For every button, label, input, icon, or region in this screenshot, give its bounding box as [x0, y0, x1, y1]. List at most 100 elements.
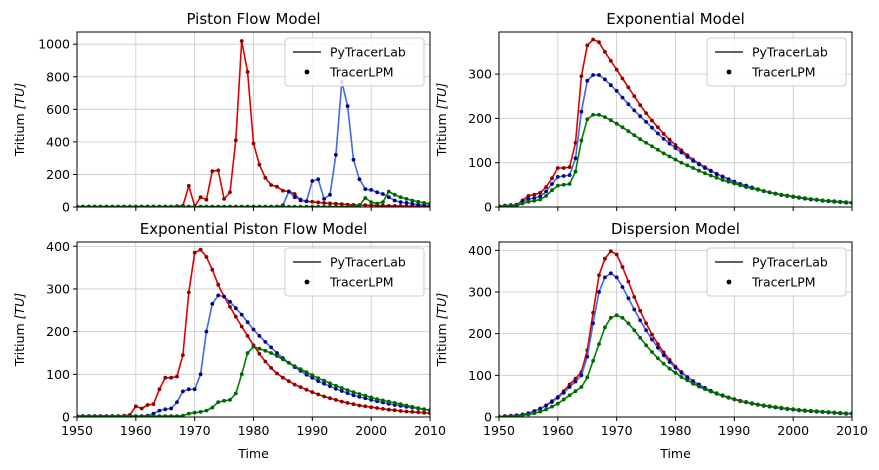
data-point-green [386, 399, 391, 404]
data-point-blue [245, 320, 250, 325]
x-tick-label: 1950 [61, 423, 93, 438]
data-point-blue [644, 328, 648, 333]
data-point-red [222, 197, 227, 201]
data-point-green [257, 204, 262, 207]
data-point-green [838, 199, 843, 204]
data-point-red [422, 410, 426, 415]
y-tick-label: 200 [468, 111, 492, 126]
data-point-green [310, 373, 315, 378]
data-point-blue [181, 389, 185, 394]
data-point-green [714, 391, 719, 396]
data-point-blue [532, 196, 537, 201]
data-point-green [334, 204, 338, 207]
data-point-red [632, 94, 637, 99]
data-point-blue [316, 379, 321, 383]
data-point-red [579, 74, 584, 79]
data-point-green [369, 395, 374, 400]
data-point-green [122, 204, 126, 207]
data-point-green [520, 201, 525, 206]
data-point-blue [334, 153, 338, 157]
data-point-red [357, 403, 362, 408]
y-tick-label: 0 [62, 410, 70, 425]
chart-title: Exponential Piston Flow Model [140, 220, 368, 238]
chart-panel-1: 0 200 400 600 800 1000 Piston Flow Model Tritiu… [12, 10, 431, 215]
chart-title: Dispersion Model [611, 220, 740, 238]
data-point-green [608, 118, 613, 123]
data-point-green [708, 173, 713, 178]
data-point-red [328, 201, 332, 206]
data-point-green [104, 414, 109, 417]
data-point-red [392, 408, 397, 413]
data-point-red [656, 342, 660, 346]
data-point-red [620, 76, 625, 81]
data-point-green [720, 393, 725, 398]
data-point-green [381, 200, 385, 205]
data-point-green [779, 192, 784, 197]
data-point-green [210, 204, 215, 207]
legend-box [284, 247, 425, 297]
data-point-green [81, 204, 85, 207]
data-point-blue [691, 159, 695, 163]
data-point-green [667, 154, 672, 159]
data-area [77, 247, 430, 417]
data-point-green [626, 129, 631, 134]
data-point-green [269, 204, 273, 207]
data-point-red [363, 404, 368, 409]
data-point-blue [720, 175, 725, 179]
data-point-blue [550, 400, 554, 404]
data-point-red [163, 375, 168, 380]
data-point-green [661, 361, 666, 366]
data-point-blue [310, 179, 315, 183]
data-point-green [685, 378, 690, 383]
data-point-green [667, 366, 672, 371]
data-point-red [561, 166, 566, 170]
data-point-blue [603, 77, 607, 82]
data-point-green [656, 147, 660, 152]
data-point-red [398, 409, 403, 413]
data-point-green [656, 356, 660, 361]
data-point-green [263, 348, 268, 353]
data-point-blue [369, 188, 374, 192]
x-tick-label: 1950 [483, 423, 515, 438]
data-point-blue [597, 73, 601, 77]
y-tick-label: 400 [46, 239, 70, 254]
data-point-red [603, 50, 607, 54]
data-point-green [110, 414, 115, 417]
data-point-blue [544, 403, 548, 408]
data-point-green [139, 414, 144, 417]
data-point-green [286, 360, 291, 365]
data-point-red [538, 190, 543, 195]
data-point-red [339, 202, 344, 207]
data-point-green [92, 204, 97, 207]
data-point-green [685, 163, 690, 168]
data-point-blue [567, 385, 572, 389]
data-point-red [632, 295, 637, 299]
data-point-green [579, 385, 584, 389]
data-point-red [369, 203, 374, 207]
data-point-green [573, 169, 578, 174]
data-point-green [145, 204, 150, 207]
data-point-blue [620, 95, 625, 100]
y-tick-label: 300 [46, 281, 70, 296]
data-point-green [228, 398, 232, 402]
data-point-green [316, 376, 321, 381]
data-point-red [245, 70, 250, 74]
data-point-green [128, 414, 132, 417]
data-point-green [503, 204, 507, 207]
y-axis-label-unit: [TU] [12, 83, 27, 110]
data-point-blue [597, 290, 601, 294]
data-point-green [561, 397, 566, 402]
data-point-green [544, 194, 548, 198]
data-point-green [351, 204, 356, 207]
data-point-green [638, 137, 643, 142]
data-point-green [603, 325, 607, 330]
data-point-red [591, 37, 595, 42]
data-point-red [339, 399, 344, 404]
data-point-green [697, 168, 701, 173]
data-point-green [608, 315, 613, 320]
data-point-blue [233, 306, 238, 311]
data-point-green [328, 381, 332, 386]
data-point-green [679, 375, 684, 379]
data-point-blue [591, 73, 595, 77]
y-axis-label-text: Tritium [12, 109, 27, 157]
